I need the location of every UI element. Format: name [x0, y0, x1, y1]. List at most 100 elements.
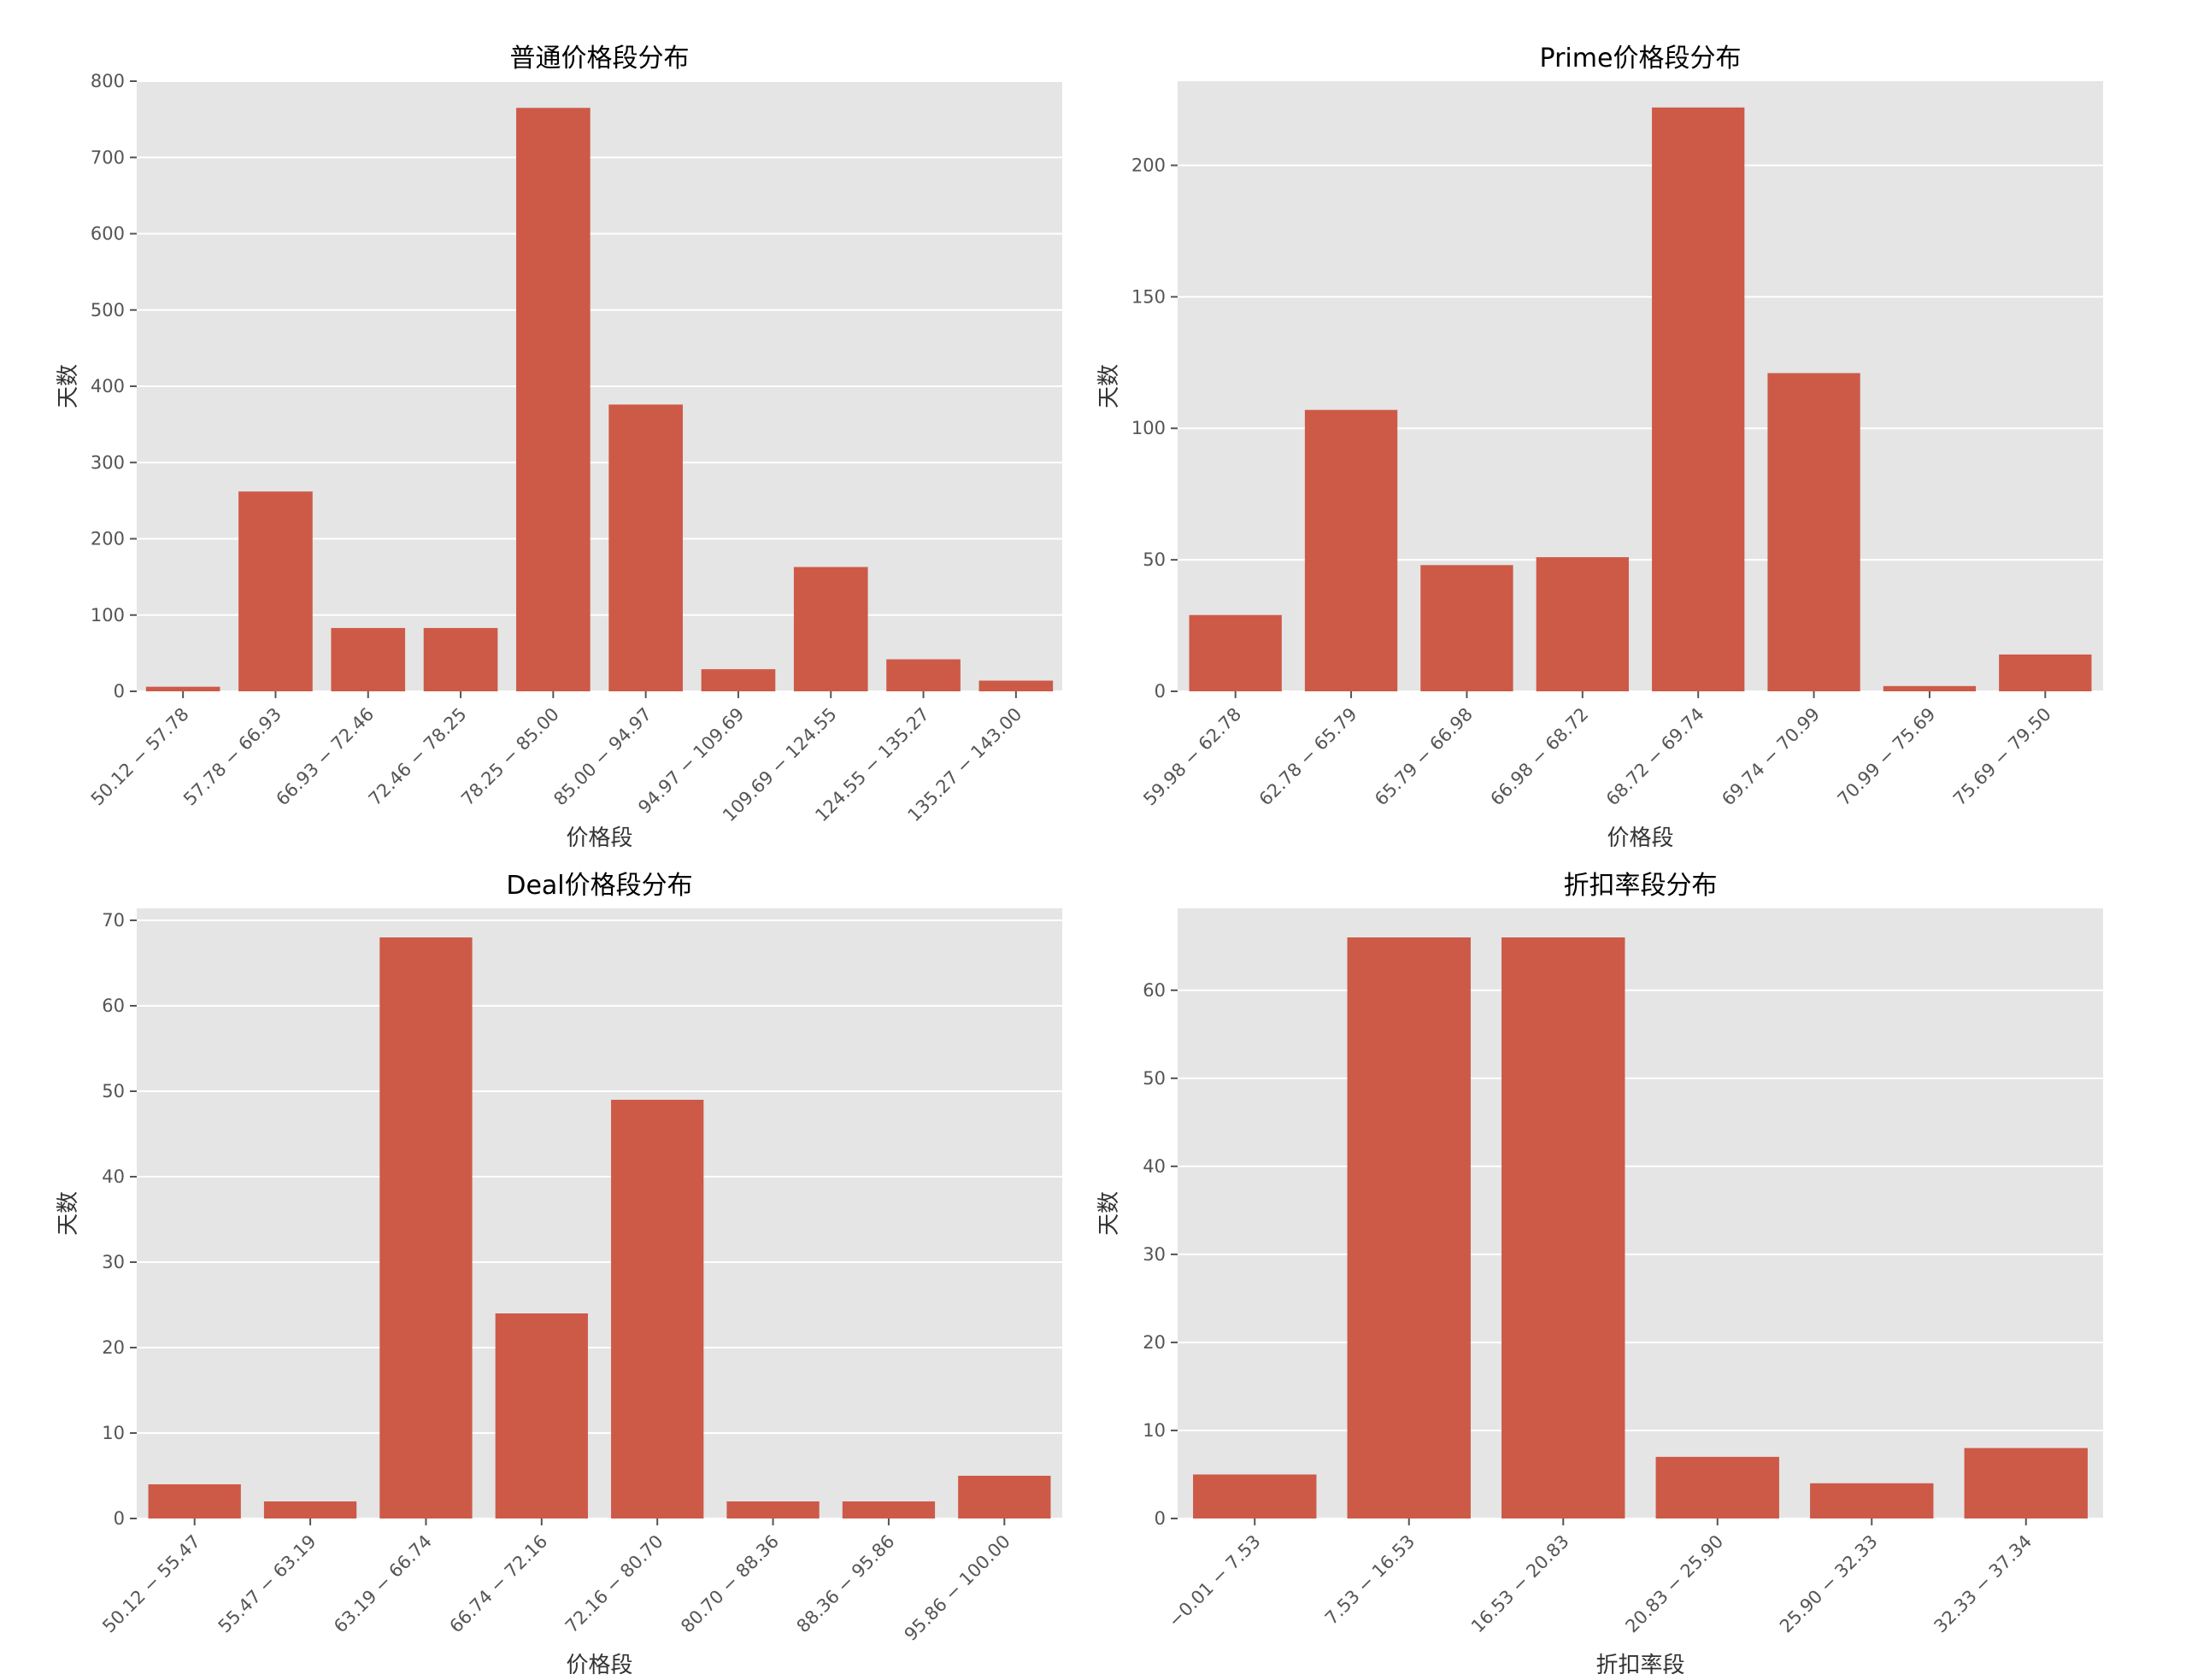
bar [1964, 1448, 2088, 1518]
x-tick-label: −0.01 − 7.53 [1164, 1531, 1264, 1631]
x-tick-label: 50.12 − 55.47 [98, 1531, 204, 1637]
x-tick-label: 57.78 − 66.93 [179, 704, 285, 810]
bar [1304, 409, 1398, 691]
x-axis-label: 价格段 [566, 825, 632, 851]
y-tick-label: 10 [1143, 1420, 1166, 1441]
x-tick-label: 62.78 − 65.79 [1255, 704, 1361, 810]
x-tick-label: 68.72 − 69.74 [1602, 704, 1708, 810]
y-tick-label: 60 [102, 996, 125, 1016]
x-tick-label: 69.74 − 70.99 [1718, 704, 1824, 810]
x-axis-label: 价格段 [1607, 825, 1673, 851]
y-tick-label: 700 [91, 147, 125, 167]
x-tick-label: 7.53 − 16.53 [1321, 1531, 1419, 1629]
bar [1652, 107, 1745, 691]
bar [842, 1501, 936, 1518]
bar [701, 669, 776, 691]
y-tick-label: 400 [91, 376, 125, 397]
x-tick-label: 32.33 − 37.34 [1930, 1531, 2036, 1637]
y-tick-label: 40 [1143, 1156, 1166, 1177]
y-axis-label: 天数 [1096, 364, 1122, 408]
y-tick-label: 200 [1131, 155, 1166, 175]
y-tick-label: 100 [1131, 418, 1166, 438]
y-tick-label: 40 [102, 1166, 125, 1187]
y-tick-label: 10 [102, 1423, 125, 1443]
bar [263, 1501, 357, 1518]
chart-3: 0 10 20 30 40 50 60 70 50.12 − 55.47 55.47 − 63.1… [56, 871, 1062, 1678]
y-tick-label: 50 [102, 1081, 125, 1101]
x-tick-label: 16.53 − 20.83 [1467, 1531, 1573, 1637]
bar [516, 108, 591, 692]
bar [1810, 1483, 1934, 1518]
x-axis-label: 价格段 [566, 1653, 632, 1678]
y-tick-label: 20 [1143, 1332, 1166, 1353]
bar [145, 686, 220, 691]
x-tick-label: 70.99 − 75.69 [1834, 704, 1940, 810]
bar [379, 937, 473, 1518]
bar [1501, 937, 1625, 1518]
y-tick-label: 20 [102, 1337, 125, 1358]
x-tick-label: 75.69 − 79.50 [1949, 704, 2055, 810]
y-tick-label: 0 [1155, 1508, 1166, 1529]
bar [1347, 937, 1471, 1518]
x-tick-label: 66.93 − 72.46 [272, 704, 378, 810]
bar [1999, 654, 2092, 691]
bar [886, 659, 961, 691]
bar [331, 627, 406, 691]
chart-4: 0 10 20 30 40 50 60 −0.01 − 7.53 7.53 − 16.53 16.… [1096, 871, 2103, 1678]
bar [611, 1100, 704, 1518]
bar [958, 1476, 1051, 1518]
x-tick-label: 55.47 − 63.19 [214, 1531, 320, 1637]
y-tick-label: 50 [1143, 549, 1166, 570]
x-tick-label: 72.46 − 78.25 [365, 704, 471, 810]
chart-title: Prime价格段分布 [1540, 44, 1742, 73]
bar [495, 1313, 588, 1518]
y-tick-label: 0 [114, 681, 125, 702]
y-tick-label: 70 [102, 910, 125, 931]
x-tick-label: 20.83 − 25.90 [1621, 1531, 1727, 1637]
bar [1655, 1456, 1779, 1518]
bar [1536, 557, 1629, 691]
x-tick-label: 25.90 − 32.33 [1776, 1531, 1882, 1637]
y-tick-label: 200 [91, 529, 125, 549]
x-tick-label: 95.86 − 100.00 [901, 1531, 1014, 1645]
x-tick-label: 88.36 − 95.86 [793, 1531, 899, 1637]
x-tick-label: 66.98 − 68.72 [1486, 704, 1592, 810]
y-tick-label: 30 [1143, 1244, 1166, 1265]
y-tick-label: 0 [114, 1508, 125, 1529]
y-tick-label: 60 [1143, 980, 1166, 1001]
bar [1189, 614, 1282, 691]
x-tick-label: 80.70 − 88.36 [677, 1531, 783, 1637]
chart-title: 折扣率段分布 [1564, 871, 1718, 901]
bar [793, 567, 868, 691]
bar [238, 491, 313, 691]
y-axis-label: 天数 [1096, 1191, 1122, 1236]
x-tick-label: 65.79 − 66.98 [1371, 704, 1477, 810]
y-tick-label: 30 [102, 1252, 125, 1272]
y-axis-label: 天数 [56, 1191, 81, 1236]
y-tick-label: 100 [91, 605, 125, 626]
bar [423, 627, 498, 691]
bar [148, 1484, 241, 1518]
bar [1883, 685, 1977, 691]
y-tick-label: 150 [1131, 286, 1166, 307]
y-tick-label: 500 [91, 300, 125, 320]
x-tick-label: 50.12 − 57.78 [87, 704, 193, 810]
bar [1193, 1474, 1317, 1518]
bar [1767, 373, 1860, 691]
y-tick-label: 800 [91, 71, 125, 91]
bar [608, 404, 683, 691]
x-tick-label: 78.25 − 85.00 [457, 704, 563, 810]
chart-1: 0 100 200 300 400 500 600 700 800 50.12 − 57.7857… [56, 44, 1062, 851]
x-tick-label: 85.00 − 94.97 [549, 704, 655, 810]
y-tick-label: 600 [91, 224, 125, 244]
y-tick-label: 300 [91, 452, 125, 473]
bar [726, 1501, 820, 1518]
chart-title: Deal价格段分布 [506, 871, 692, 901]
y-tick-label: 50 [1143, 1068, 1166, 1089]
y-tick-label: 0 [1155, 681, 1166, 702]
plot-area [1178, 908, 2103, 1518]
x-tick-label: 63.19 − 66.74 [330, 1531, 436, 1637]
y-axis-label: 天数 [56, 364, 81, 408]
chart-title: 普通价格段分布 [510, 44, 690, 73]
